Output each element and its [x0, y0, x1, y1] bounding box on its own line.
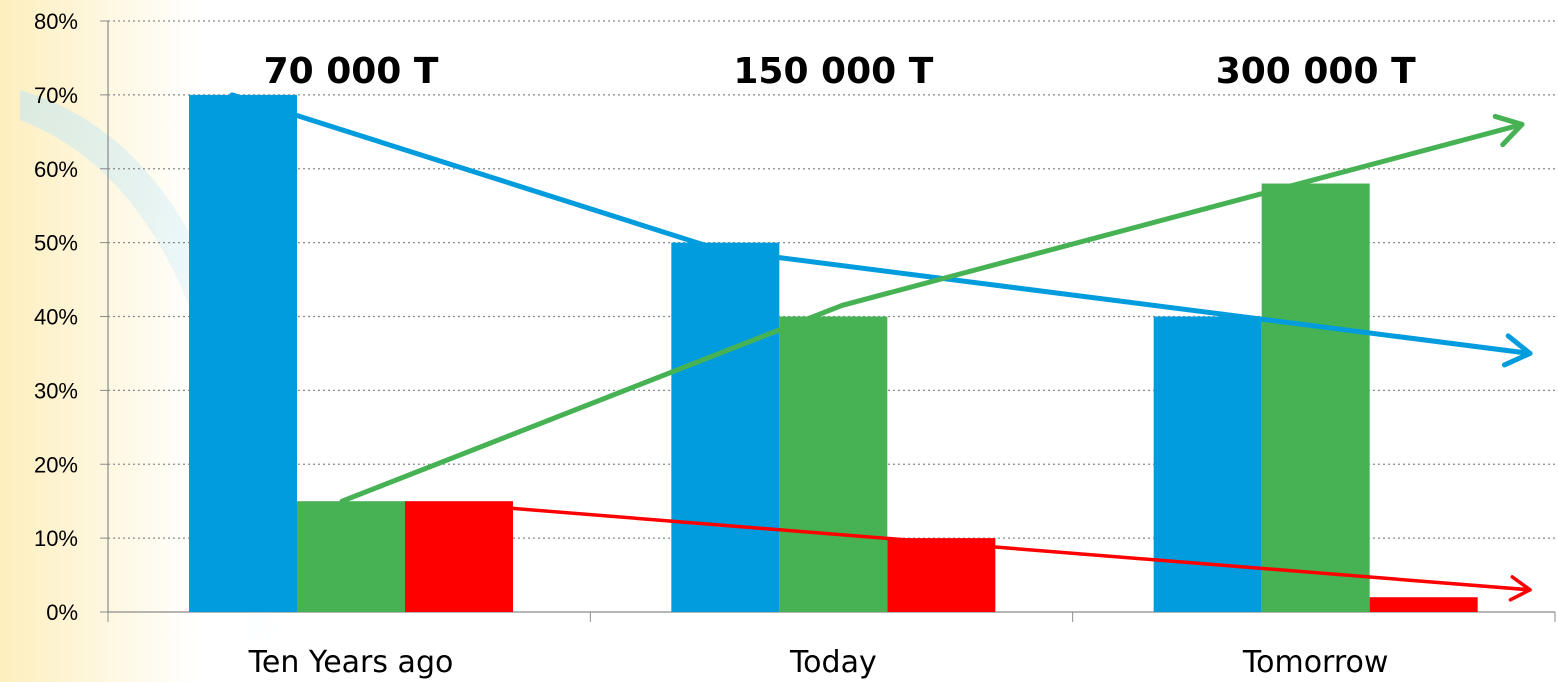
- trend-line: [339, 121, 1525, 504]
- x-tick-label: Tomorrow: [1242, 645, 1389, 680]
- bar: [297, 501, 405, 612]
- bar: [671, 242, 780, 612]
- y-tick-label: 40%: [34, 305, 78, 330]
- tonnage-annotation: 300 000 T: [1216, 51, 1416, 92]
- bar: [779, 316, 888, 612]
- y-tick-label: 80%: [34, 9, 78, 34]
- labels: 0% 10% 20% 30% 40% 50% 60% 70% 80% Ten Years ago T…: [34, 9, 1416, 680]
- trend-line: [448, 501, 1532, 592]
- y-tick-label: 30%: [34, 378, 78, 403]
- trend-line: [229, 92, 1533, 356]
- y-tick-label: 70%: [34, 83, 78, 108]
- trend-arrowhead: [1492, 113, 1525, 148]
- tonnage-annotation: 150 000 T: [733, 51, 933, 92]
- trend-arrowhead: [1508, 575, 1532, 602]
- bar: [887, 538, 996, 612]
- trend-arrowhead: [1501, 333, 1533, 368]
- y-tick-label: 60%: [34, 157, 78, 182]
- tonnage-annotation: 70 000 T: [264, 51, 439, 92]
- bars: [189, 94, 1478, 612]
- y-tick-label: 20%: [34, 452, 78, 477]
- trend-arrows: [229, 92, 1533, 602]
- y-tick-label: 50%: [34, 231, 78, 256]
- bar: [1369, 597, 1478, 612]
- x-tick-label: Today: [789, 645, 877, 680]
- bar: [189, 94, 297, 612]
- bar: [1261, 183, 1370, 612]
- x-tick-label: Ten Years ago: [248, 645, 454, 680]
- y-tick-label: 10%: [34, 526, 78, 551]
- y-tick-label: 0%: [46, 600, 78, 625]
- bar: [405, 501, 513, 612]
